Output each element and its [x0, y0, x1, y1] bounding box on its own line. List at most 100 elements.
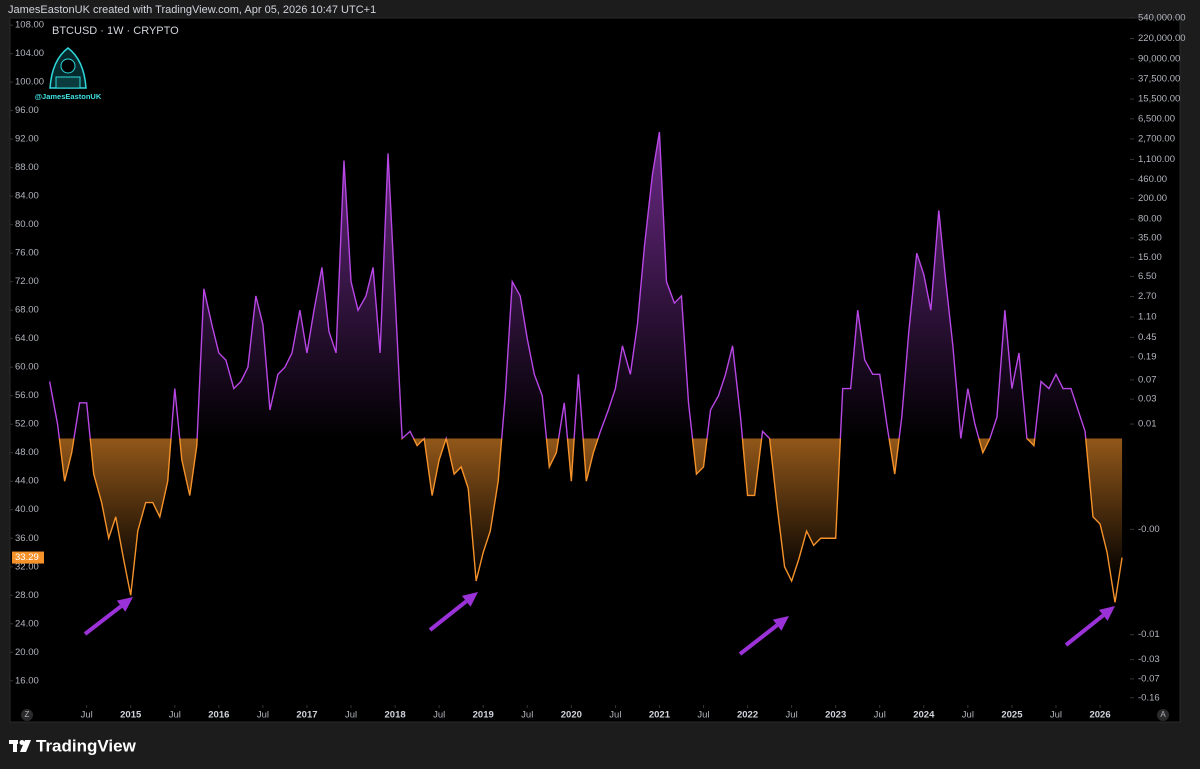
area-above	[49, 132, 1086, 439]
y-tick-label: 36.00	[15, 533, 39, 544]
y2-tick-label: 15.00	[1138, 252, 1162, 263]
y-tick-label: 52.00	[15, 419, 39, 430]
brand-logo	[19, 740, 25, 745]
annotation-arrow-head	[116, 597, 133, 612]
brand: TradingView	[9, 736, 137, 755]
last-value-label: 33.29	[15, 552, 39, 563]
annotation-arrow	[428, 599, 468, 632]
x-tick-label: 2018	[385, 710, 406, 721]
y-tick-label: 80.00	[15, 219, 39, 230]
y-tick-label: 72.00	[15, 276, 39, 287]
y2-tick-label: 220,000.00	[1138, 33, 1186, 44]
x-tick-label: Jul	[697, 710, 709, 721]
x-tick-label: Jul	[962, 710, 974, 721]
watermark-logo: @JamesEastonUK	[35, 47, 102, 101]
line-above	[48, 131, 1087, 439]
y2-tick-label: -0.07	[1138, 673, 1160, 684]
scale-button-label[interactable]: Z	[25, 710, 30, 719]
brand-logo	[13, 740, 17, 752]
annotation-arrow-head	[1098, 606, 1115, 621]
x-tick-label: Jul	[169, 710, 181, 721]
x-tick-label: 2020	[561, 710, 582, 721]
y-tick-label: 84.00	[15, 191, 39, 202]
annotation-arrow-head	[461, 592, 478, 607]
scale-button[interactable]	[21, 709, 33, 721]
x-tick-label: Jul	[345, 710, 357, 721]
brand-logo	[20, 740, 31, 752]
y-tick-label: 40.00	[15, 504, 39, 515]
annotation-arrow	[738, 623, 779, 656]
y2-tick-label: 0.19	[1138, 352, 1157, 363]
y-tick-label: 44.00	[15, 476, 39, 487]
y2-tick-label: 90,000.00	[1138, 53, 1180, 64]
y-tick-label: 20.00	[15, 647, 39, 658]
y-tick-label: 60.00	[15, 362, 39, 373]
x-tick-label: 2021	[649, 710, 671, 721]
scale-button[interactable]	[1157, 709, 1169, 721]
x-tick-label: Jul	[257, 710, 269, 721]
x-tick-label: Jul	[874, 710, 886, 721]
x-tick-label: 2022	[737, 710, 758, 721]
y2-tick-label: 35.00	[1138, 233, 1162, 244]
x-tick-label: Jul	[81, 710, 93, 721]
y2-tick-label: 0.07	[1138, 374, 1157, 385]
y-tick-label: 88.00	[15, 162, 39, 173]
y2-tick-label: 0.45	[1138, 332, 1157, 343]
y2-tick-label: -0.03	[1138, 654, 1160, 665]
y-tick-label: 24.00	[15, 618, 39, 629]
y2-tick-label: 200.00	[1138, 193, 1167, 204]
x-tick-label: 2025	[1001, 710, 1023, 721]
plot-area: 16.00 20.00 24.00 28.00 32.00 36.00 40.00 44.00…	[10, 13, 1186, 721]
y2-tick-label: 1,100.00	[1138, 154, 1175, 165]
annotation-arrow	[83, 604, 123, 636]
laptop-icon	[55, 76, 81, 89]
y-tick-label: 32.00	[15, 561, 39, 572]
x-tick-label: Jul	[786, 710, 798, 721]
y-tick-label: 64.00	[15, 333, 39, 344]
face-icon	[60, 58, 76, 74]
y2-tick-label: 2.70	[1138, 291, 1157, 302]
y2-tick-label: 37,500.00	[1138, 73, 1180, 84]
symbol-title: BTCUSD · 1W · CRYPTO	[52, 25, 179, 37]
y-tick-label: 100.00	[15, 77, 44, 88]
y2-tick-label: 1.10	[1138, 312, 1157, 323]
x-tick-label: 2017	[296, 710, 317, 721]
y-tick-label: 16.00	[15, 675, 39, 686]
x-tick-label: Jul	[609, 710, 621, 721]
x-tick-label: 2015	[120, 710, 142, 721]
x-tick-label: Jul	[433, 710, 445, 721]
y2-tick-label: -0.16	[1138, 692, 1160, 703]
y-tick-label: 92.00	[15, 134, 39, 145]
last-value-box	[12, 551, 44, 564]
scale-button-label[interactable]: A	[1160, 710, 1166, 719]
header-text: JamesEastonUK created with TradingView.c…	[8, 4, 376, 16]
x-tick-label: 2016	[208, 710, 229, 721]
y2-tick-label: 15,500.00	[1138, 94, 1180, 105]
y2-tick-label: 460.00	[1138, 174, 1167, 185]
y-tick-label: 68.00	[15, 305, 39, 316]
y2-tick-label: 0.03	[1138, 394, 1157, 405]
x-tick-label: Jul	[521, 710, 533, 721]
x-tick-label: 2026	[1089, 710, 1110, 721]
x-tick-label: 2024	[913, 710, 935, 721]
y-tick-label: 96.00	[15, 105, 39, 116]
x-tick-label: Jul	[1050, 710, 1062, 721]
y2-tick-label: 0.01	[1138, 419, 1157, 430]
y2-tick-label: 80.00	[1138, 214, 1162, 225]
y-tick-label: 56.00	[15, 390, 39, 401]
watermark-text: @JamesEastonUK	[35, 92, 102, 101]
scale-buttons: Z A	[21, 709, 1169, 721]
y-tick-label: 76.00	[15, 248, 39, 259]
annotation-arrow	[1064, 613, 1105, 647]
y2-tick-label: -0.01	[1138, 629, 1160, 640]
y-tick-label: 108.00	[15, 20, 44, 31]
y2-tick-label: 540,000.00	[1138, 13, 1186, 24]
y2-tick-label: -0.00	[1138, 524, 1160, 535]
y-tick-label: 28.00	[15, 590, 39, 601]
y-tick-label: 104.00	[15, 48, 44, 59]
y2-tick-label: 6,500.00	[1138, 113, 1175, 124]
x-tick-label: 2019	[473, 710, 494, 721]
annotation-arrow-head	[772, 616, 789, 631]
